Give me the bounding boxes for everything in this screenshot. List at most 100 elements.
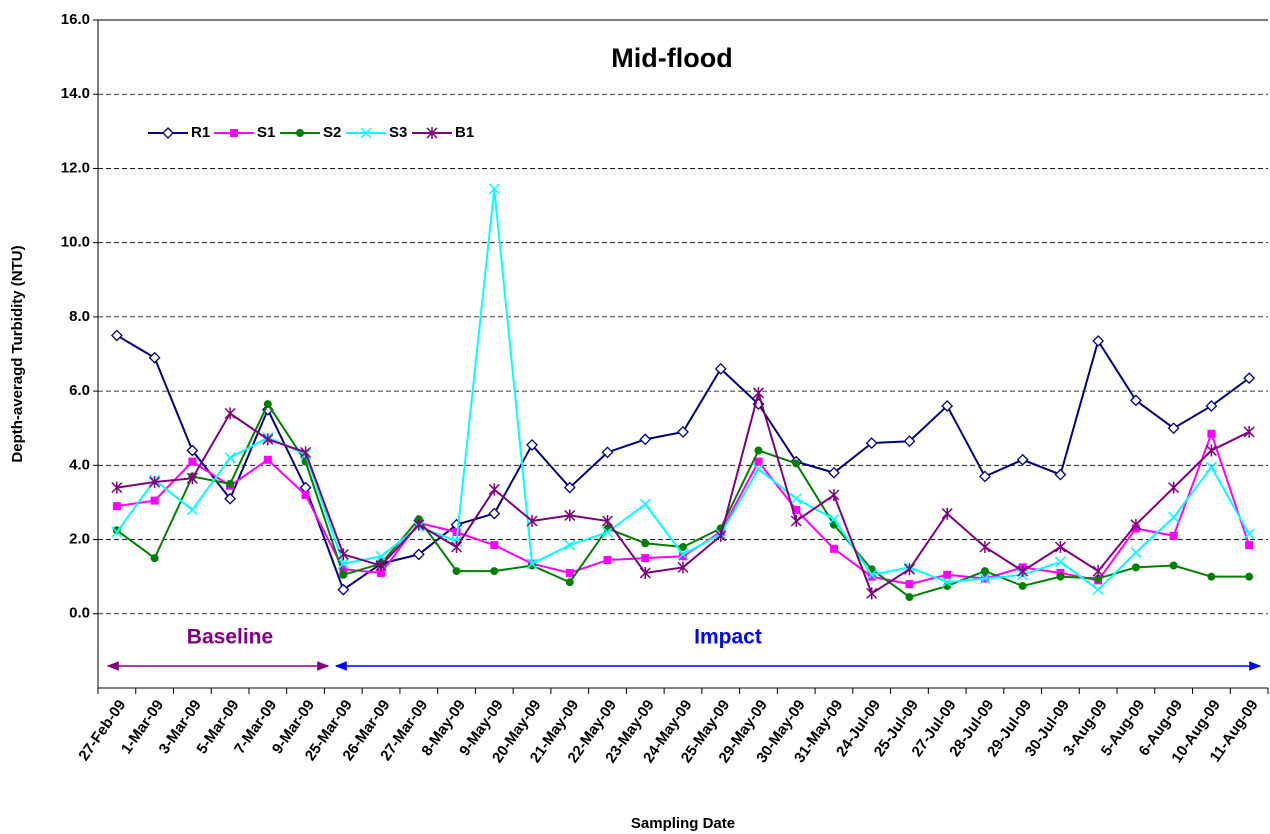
marker <box>1130 518 1142 531</box>
marker <box>1092 584 1104 596</box>
series-line <box>116 188 1251 591</box>
x-tick-label: 27-Feb-09 <box>75 697 129 764</box>
marker <box>300 446 312 459</box>
marker <box>677 548 689 560</box>
marker <box>1205 461 1217 473</box>
marker <box>1092 565 1104 578</box>
marker <box>563 481 576 494</box>
marker <box>828 513 840 525</box>
marker <box>337 548 349 561</box>
marker <box>905 593 914 602</box>
marker <box>792 505 801 514</box>
marker <box>1207 572 1216 581</box>
marker <box>148 351 161 364</box>
marker <box>488 483 500 496</box>
marker <box>1243 425 1255 438</box>
marker <box>1129 394 1142 407</box>
chart-title: Mid-flood <box>611 43 732 73</box>
marker <box>1245 572 1254 581</box>
series <box>112 400 1254 602</box>
marker <box>526 439 538 451</box>
marker <box>186 444 199 457</box>
legend-marker <box>162 127 174 139</box>
marker <box>263 400 272 409</box>
marker <box>413 518 425 531</box>
y-tick-label: 0.0 <box>69 605 90 622</box>
marker <box>452 567 461 576</box>
marker <box>412 548 425 561</box>
marker <box>715 529 727 542</box>
marker <box>639 433 652 446</box>
y-tick-label: 14.0 <box>61 85 90 102</box>
y-tick-label: 8.0 <box>69 308 90 325</box>
marker <box>526 558 538 570</box>
legend-marker <box>426 127 438 139</box>
marker <box>337 583 350 596</box>
marker <box>149 476 161 489</box>
marker <box>829 544 838 553</box>
marker <box>790 515 802 527</box>
marker <box>262 433 274 446</box>
marker <box>565 578 574 587</box>
marker <box>226 479 235 488</box>
marker <box>112 502 121 511</box>
x-axis-title: Sampling Date <box>631 815 735 832</box>
legend-label: S1 <box>257 124 275 141</box>
y-tick-label: 10.0 <box>61 234 90 251</box>
legend-marker <box>230 129 238 137</box>
marker <box>979 572 991 585</box>
marker <box>1243 372 1256 385</box>
marker <box>488 183 500 195</box>
marker <box>150 554 159 563</box>
marker <box>339 570 348 579</box>
marker <box>865 437 878 449</box>
marker <box>905 580 914 589</box>
marker <box>1017 565 1029 578</box>
marker <box>564 509 576 522</box>
y-tick-label: 16.0 <box>61 11 90 28</box>
marker <box>1205 444 1217 457</box>
marker <box>1168 481 1180 494</box>
marker <box>866 587 878 600</box>
marker <box>1094 574 1103 583</box>
marker <box>603 555 612 564</box>
y-tick-label: 2.0 <box>69 531 90 548</box>
y-tick-label: 4.0 <box>69 456 90 473</box>
marker <box>679 552 687 561</box>
annotation: Baseline <box>187 626 273 649</box>
marker <box>564 539 576 551</box>
marker <box>867 572 876 581</box>
marker <box>641 554 650 563</box>
annotation: Impact <box>694 626 762 649</box>
marker <box>490 567 499 576</box>
marker <box>1169 561 1178 570</box>
marker <box>1169 531 1178 540</box>
marker <box>641 539 650 548</box>
marker <box>941 576 953 588</box>
marker <box>526 515 538 527</box>
marker <box>375 559 387 572</box>
marker <box>490 541 499 550</box>
marker <box>377 568 386 577</box>
marker <box>110 329 123 342</box>
marker <box>1168 511 1180 523</box>
marker <box>979 540 991 553</box>
marker <box>601 526 614 538</box>
marker <box>451 540 463 553</box>
marker <box>150 496 159 505</box>
marker <box>224 492 237 505</box>
legend-label: S2 <box>323 124 341 141</box>
marker <box>339 565 348 574</box>
marker <box>186 472 198 485</box>
marker <box>188 457 197 466</box>
y-tick-label: 6.0 <box>69 382 90 399</box>
legend-marker <box>360 127 372 139</box>
marker <box>903 563 915 576</box>
marker <box>1207 429 1216 438</box>
marker <box>1205 400 1218 412</box>
marker <box>1054 468 1067 481</box>
marker <box>1054 556 1066 568</box>
marker <box>565 568 574 577</box>
marker <box>1130 547 1142 559</box>
